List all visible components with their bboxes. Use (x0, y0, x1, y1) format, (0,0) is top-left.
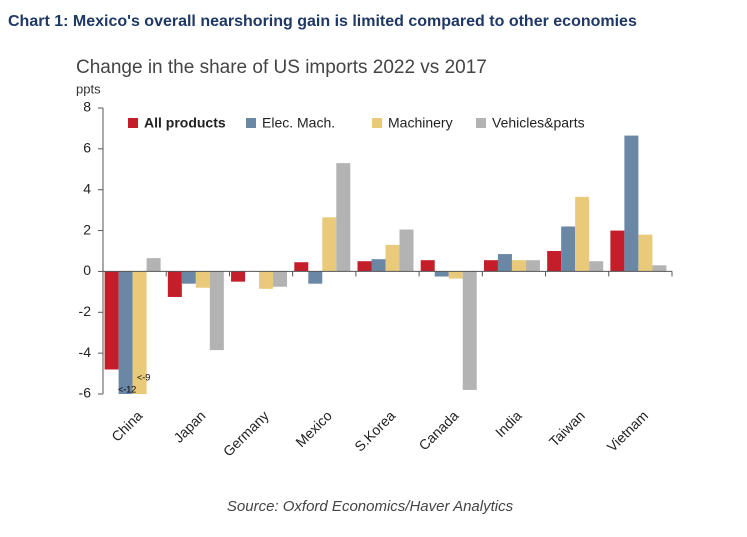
bar (132, 271, 147, 394)
annotation: <-12 (118, 384, 136, 394)
x-tick-label: Mexico (292, 407, 335, 450)
x-tick-label: China (108, 407, 145, 444)
bar (547, 251, 562, 272)
bar (294, 262, 309, 272)
bar (195, 271, 210, 288)
bar (561, 226, 576, 272)
y-tick-label: -6 (79, 385, 92, 401)
x-tick-label: S.Korea (351, 407, 398, 454)
bar (483, 260, 498, 272)
bar (610, 230, 625, 272)
bar (308, 271, 323, 284)
y-tick-label: -4 (79, 344, 92, 360)
bar (322, 217, 337, 272)
x-tick-label: India (492, 407, 525, 440)
bar (104, 271, 119, 370)
legend-label: All products (144, 115, 226, 131)
y-tick-label: 2 (83, 221, 91, 237)
bar (511, 260, 526, 272)
bar (167, 271, 182, 297)
legend-swatch (246, 118, 256, 128)
y-tick-label: 8 (83, 99, 91, 115)
source: Source: Oxford Economics/Haver Analytics (227, 498, 514, 515)
bar (448, 271, 463, 279)
bar (420, 260, 435, 272)
legend-swatch (476, 118, 486, 128)
bar (371, 259, 386, 272)
bar (638, 234, 653, 272)
bar (624, 135, 639, 272)
bar (357, 261, 372, 272)
x-tick-label: Germany (220, 407, 272, 459)
x-tick-label: Canada (415, 407, 461, 453)
x-tick-label: Japan (170, 407, 208, 445)
y-tick-label: 4 (83, 180, 91, 196)
y-tick-label: -2 (79, 303, 92, 319)
bar (652, 265, 667, 272)
bar (497, 254, 512, 272)
bar (181, 271, 196, 284)
chart-title: Change in the share of US imports 2022 v… (76, 57, 487, 78)
x-tick-label: Taiwan (546, 407, 588, 449)
x-tick-label: Vietnam (604, 407, 651, 454)
bar (399, 229, 414, 272)
y-tick-label: 0 (83, 262, 91, 278)
bar (209, 271, 224, 351)
legend-label: Machinery (388, 115, 453, 131)
bar (575, 196, 590, 272)
bar (273, 271, 288, 287)
bar (385, 244, 400, 272)
bar (259, 271, 274, 289)
bar (589, 261, 604, 272)
bar (336, 163, 351, 272)
annotation: <-9 (137, 372, 150, 382)
bar (146, 258, 161, 272)
legend-swatch (372, 118, 382, 128)
legend-label: Vehicles&parts (492, 115, 585, 131)
header-title: Chart 1: Mexico's overall nearshoring ga… (8, 13, 637, 30)
bar (525, 260, 540, 272)
y-tick-label: 6 (83, 140, 91, 156)
bar (434, 271, 449, 277)
legend-swatch (128, 118, 138, 128)
y-axis-label: ppts (76, 81, 101, 96)
legend-label: Elec. Mach. (262, 115, 335, 131)
bar (462, 271, 477, 390)
bar (231, 271, 246, 282)
bar (118, 271, 133, 394)
